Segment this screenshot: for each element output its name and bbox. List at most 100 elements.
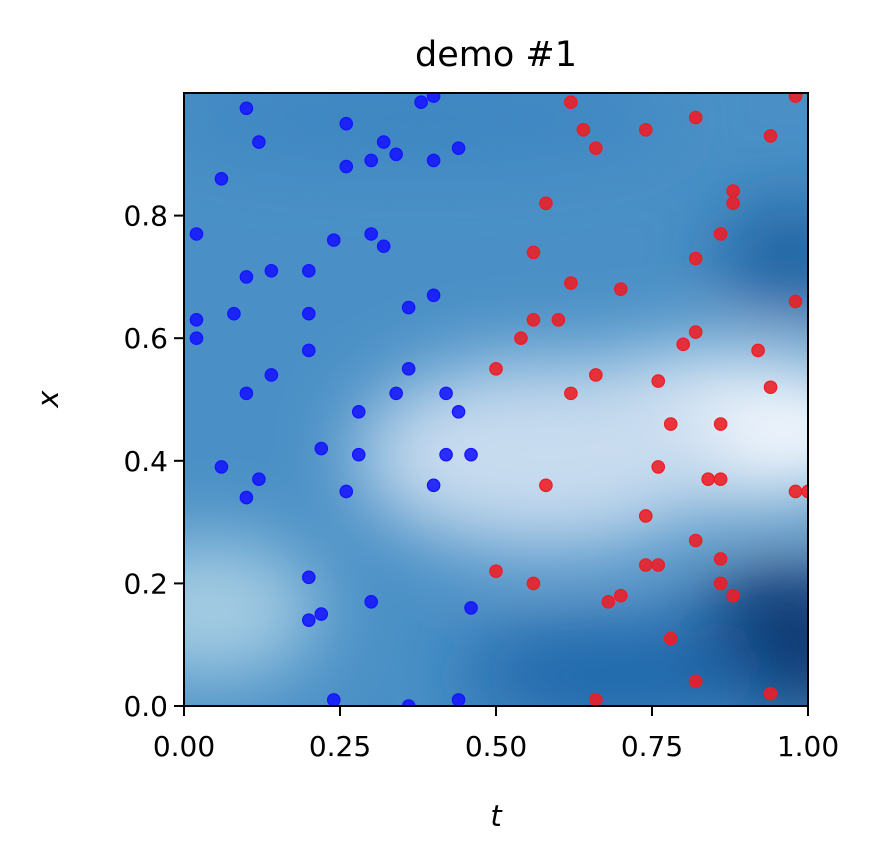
- blue-point-11: [214, 460, 229, 474]
- heatmap-dark-bottom: [455, 627, 775, 706]
- blue-point-0: [239, 101, 254, 116]
- blue-point-3: [189, 227, 204, 241]
- y-axis-label: x: [31, 390, 65, 409]
- red-point-5: [788, 93, 803, 103]
- heatmap-light-left: [184, 540, 320, 680]
- blue-point-20: [376, 135, 391, 149]
- blue-point-30: [401, 300, 416, 315]
- blue-point-49: [451, 693, 466, 706]
- red-point-4: [688, 110, 703, 125]
- red-point-33: [788, 484, 803, 499]
- red-point-11: [713, 227, 728, 241]
- red-point-14: [613, 282, 628, 296]
- red-point-6: [763, 129, 778, 143]
- red-point-40: [489, 564, 503, 578]
- blue-point-19: [364, 153, 378, 168]
- red-point-46: [663, 631, 678, 646]
- red-point-41: [526, 576, 541, 591]
- blue-point-44: [314, 607, 329, 621]
- y-tick-label: 0.2: [123, 567, 168, 600]
- blue-point-45: [364, 594, 378, 609]
- blue-point-21: [389, 147, 403, 162]
- red-point-45: [726, 588, 740, 603]
- red-point-26: [564, 386, 578, 401]
- red-point-42: [713, 576, 728, 591]
- x-tick-label: 0.75: [621, 730, 683, 763]
- blue-point-4: [189, 313, 204, 327]
- blue-point-2: [214, 172, 229, 186]
- blue-point-9: [239, 386, 254, 401]
- red-point-10: [526, 245, 541, 260]
- y-tick-label: 0.0: [123, 690, 168, 723]
- red-point-36: [688, 533, 703, 548]
- blue-point-39: [439, 447, 453, 462]
- red-point-23: [589, 368, 603, 382]
- blue-point-36: [339, 484, 354, 499]
- y-tick-label: 0.6: [123, 322, 168, 355]
- red-point-3: [638, 122, 653, 137]
- red-point-49: [763, 686, 778, 701]
- red-point-29: [651, 460, 666, 474]
- blue-point-25: [414, 95, 428, 109]
- red-point-44: [601, 594, 616, 609]
- blue-point-18: [339, 159, 354, 174]
- red-point-24: [651, 374, 666, 388]
- red-point-7: [539, 196, 553, 211]
- red-point-39: [651, 558, 666, 572]
- red-point-8: [726, 184, 740, 198]
- red-point-32: [539, 478, 553, 493]
- blue-point-23: [364, 227, 378, 241]
- blue-point-47: [326, 693, 341, 706]
- x-tick-label: 0.25: [309, 730, 371, 763]
- blue-point-40: [426, 478, 441, 493]
- y-axis: 0.0 0.2 0.4 0.6 0.8: [123, 200, 184, 723]
- blue-point-27: [426, 153, 441, 168]
- red-point-16: [526, 313, 541, 327]
- blue-point-42: [301, 570, 316, 585]
- x-tick-label: 0.00: [153, 730, 215, 763]
- blue-point-38: [451, 404, 466, 419]
- red-point-1: [576, 122, 591, 137]
- blue-point-26: [426, 93, 441, 103]
- red-point-20: [676, 337, 690, 352]
- red-point-19: [688, 325, 703, 339]
- red-point-37: [713, 552, 728, 566]
- red-point-47: [688, 674, 703, 689]
- blue-point-8: [264, 263, 279, 278]
- red-point-17: [551, 313, 566, 327]
- red-point-31: [713, 472, 728, 486]
- red-point-2: [589, 141, 603, 155]
- blue-point-22: [326, 233, 341, 247]
- blue-point-29: [426, 288, 441, 303]
- red-point-13: [564, 276, 578, 290]
- blue-point-14: [301, 263, 316, 278]
- blue-point-5: [189, 331, 204, 345]
- blue-point-10: [264, 368, 279, 382]
- blue-point-41: [464, 447, 478, 462]
- red-point-43: [613, 588, 628, 603]
- blue-point-35: [314, 441, 329, 456]
- blue-point-12: [239, 490, 254, 505]
- red-point-12: [688, 251, 703, 266]
- red-point-18: [514, 331, 528, 345]
- red-point-28: [713, 417, 728, 431]
- blue-point-24: [376, 239, 391, 254]
- heatmap-dark-right: [720, 204, 808, 312]
- blue-point-1: [252, 135, 266, 149]
- blue-point-7: [239, 270, 254, 284]
- heatmap-top-band: [184, 93, 680, 158]
- red-point-48: [589, 693, 603, 706]
- blue-point-6: [227, 306, 241, 321]
- red-point-30: [701, 472, 715, 486]
- blue-point-37: [439, 386, 453, 401]
- points-layer: [189, 93, 808, 706]
- red-point-25: [763, 380, 778, 395]
- red-point-9: [726, 196, 740, 211]
- blue-point-16: [301, 343, 316, 358]
- x-axis: 0.00 0.25 0.50 0.75 1.00: [153, 706, 839, 763]
- red-point-27: [663, 417, 678, 431]
- heatmap-light-core: [355, 360, 735, 550]
- blue-point-34: [351, 447, 366, 462]
